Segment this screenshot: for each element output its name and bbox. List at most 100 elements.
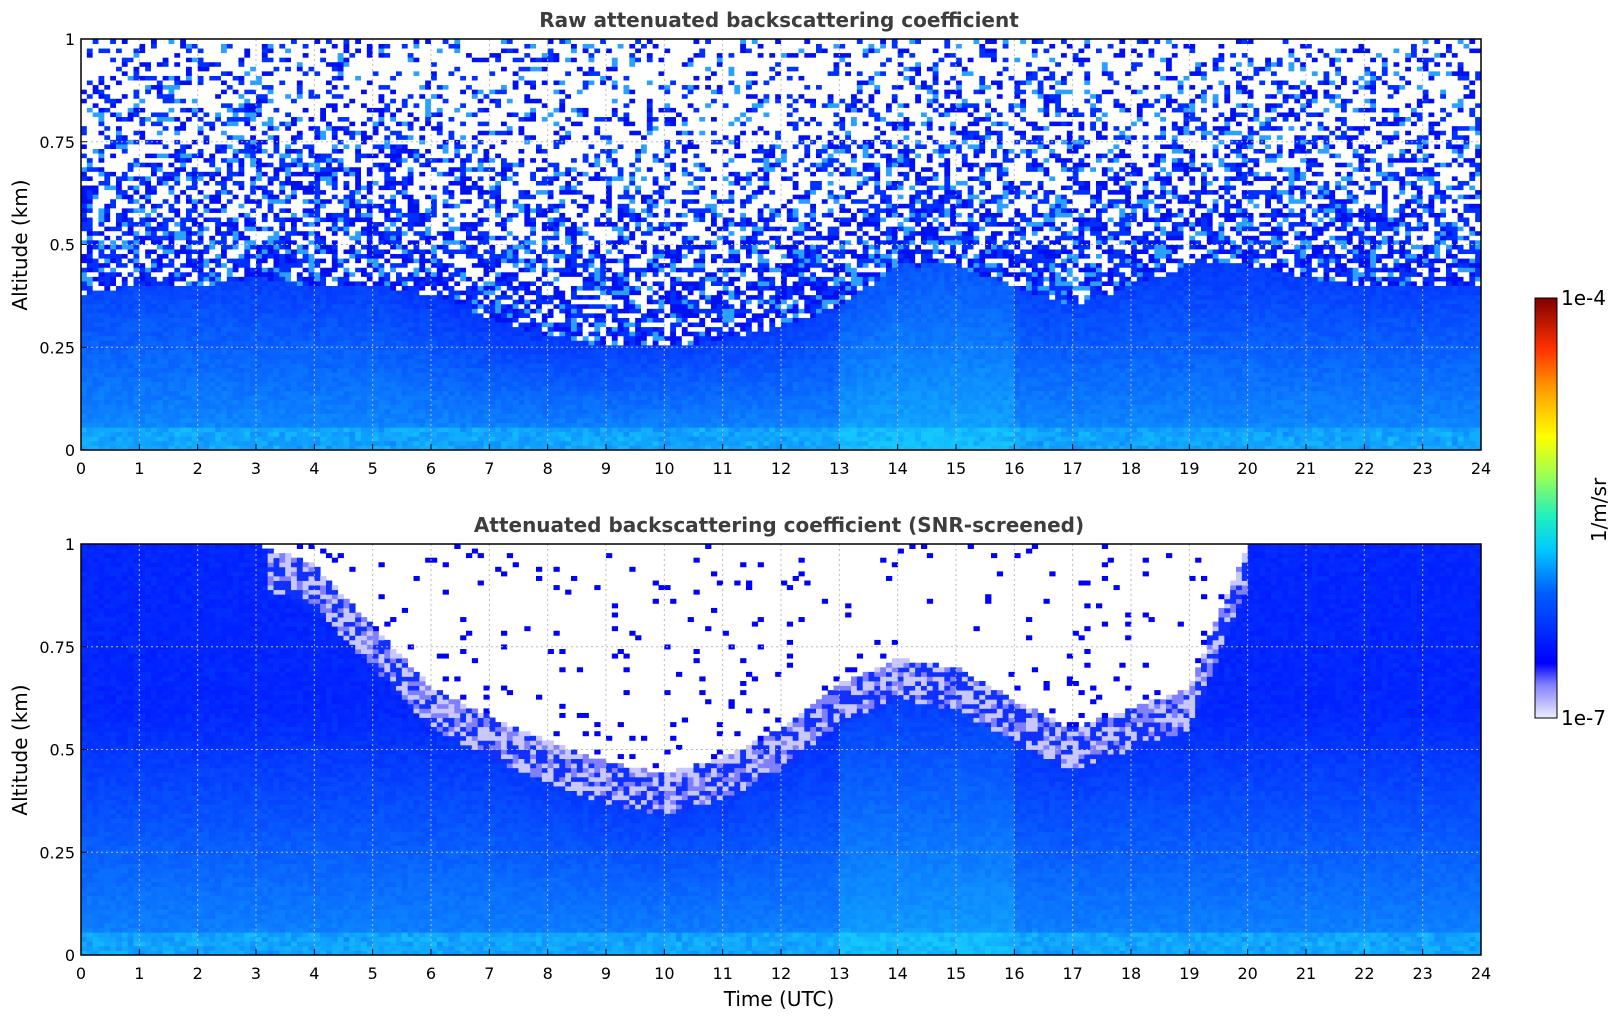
heatmap-cell xyxy=(174,217,180,222)
heatmap-cell xyxy=(198,226,204,231)
heatmap-cell xyxy=(297,299,303,304)
heatmap-cell xyxy=(227,190,233,195)
heatmap-cell xyxy=(279,363,285,368)
heatmap-cell xyxy=(320,350,326,355)
heatmap-cell xyxy=(338,340,344,345)
heatmap-cell xyxy=(128,130,134,135)
heatmap-cell xyxy=(128,318,134,323)
heatmap-cell xyxy=(192,130,198,135)
heatmap-cell xyxy=(93,331,99,336)
heatmap-cell xyxy=(204,199,210,204)
heatmap-cell xyxy=(332,290,338,295)
heatmap-cell xyxy=(180,313,186,318)
heatmap-cell xyxy=(250,167,256,172)
heatmap-cell xyxy=(198,281,204,286)
heatmap-cell xyxy=(279,53,285,58)
heatmap-cell xyxy=(110,135,116,140)
heatmap-cell xyxy=(110,368,116,373)
heatmap-cell xyxy=(256,436,262,441)
heatmap-cell xyxy=(268,281,274,286)
heatmap-cell xyxy=(268,222,274,227)
heatmap-cell xyxy=(93,436,99,441)
heatmap-cell xyxy=(338,336,344,341)
heatmap-cell xyxy=(87,235,93,240)
heatmap-cell xyxy=(221,359,227,364)
heatmap-cell xyxy=(268,117,274,122)
heatmap-cell xyxy=(81,89,87,94)
heatmap-cell xyxy=(87,354,93,359)
heatmap-cell xyxy=(151,418,157,423)
heatmap-cell xyxy=(163,121,169,126)
heatmap-cell xyxy=(285,281,291,286)
heatmap-cell xyxy=(215,354,221,359)
heatmap-cell xyxy=(297,153,303,158)
heatmap-cell xyxy=(233,423,239,428)
heatmap-cell xyxy=(268,135,274,140)
heatmap-cell xyxy=(262,322,268,327)
heatmap-cell xyxy=(151,409,157,414)
heatmap-cell xyxy=(279,295,285,300)
heatmap-cell xyxy=(250,85,256,90)
heatmap-cell xyxy=(81,258,87,263)
heatmap-cell xyxy=(215,413,221,418)
heatmap-cell xyxy=(104,322,110,327)
heatmap-cell xyxy=(285,57,291,62)
heatmap-cell xyxy=(221,167,227,172)
heatmap-cell xyxy=(163,249,169,254)
heatmap-cell xyxy=(332,404,338,409)
heatmap-cell xyxy=(268,290,274,295)
heatmap-cell xyxy=(157,359,163,364)
heatmap-cell xyxy=(198,190,204,195)
heatmap-cell xyxy=(215,185,221,190)
heatmap-cell xyxy=(104,62,110,67)
heatmap-cell xyxy=(326,286,332,291)
heatmap-cell xyxy=(128,409,134,414)
heatmap-cell xyxy=(145,377,151,382)
heatmap-cell xyxy=(274,190,280,195)
heatmap-cell xyxy=(297,350,303,355)
heatmap-cell xyxy=(279,48,285,53)
heatmap-cell xyxy=(93,359,99,364)
heatmap-cell xyxy=(303,194,309,199)
heatmap-cell xyxy=(204,308,210,313)
heatmap-cell xyxy=(326,112,332,117)
heatmap-cell xyxy=(279,308,285,313)
heatmap-cell xyxy=(204,176,210,181)
heatmap-cell xyxy=(163,130,169,135)
heatmap-cell xyxy=(227,409,233,414)
heatmap-cell xyxy=(163,176,169,181)
heatmap-cell xyxy=(250,121,256,126)
heatmap-cell xyxy=(221,418,227,423)
heatmap-cell xyxy=(134,436,140,441)
heatmap-cell xyxy=(239,263,245,268)
heatmap-cell xyxy=(326,423,332,428)
heatmap-cell xyxy=(110,199,116,204)
heatmap-cell xyxy=(262,318,268,323)
heatmap-cell xyxy=(157,135,163,140)
heatmap-cell xyxy=(145,117,151,122)
heatmap-cell xyxy=(174,71,180,76)
heatmap-cell xyxy=(303,153,309,158)
heatmap-cell xyxy=(192,44,198,49)
heatmap-cell xyxy=(297,213,303,218)
heatmap-cell xyxy=(116,409,122,414)
heatmap-cell xyxy=(128,308,134,313)
heatmap-cell xyxy=(239,322,245,327)
heatmap-cell xyxy=(81,318,87,323)
heatmap-cell xyxy=(116,263,122,268)
heatmap-cell xyxy=(332,377,338,382)
heatmap-cell xyxy=(291,85,297,90)
heatmap-cell xyxy=(332,327,338,332)
heatmap-cell xyxy=(279,386,285,391)
heatmap-cell xyxy=(233,382,239,387)
heatmap-cell xyxy=(221,235,227,240)
heatmap-cell xyxy=(198,313,204,318)
heatmap-cell xyxy=(303,245,309,250)
heatmap-cell xyxy=(110,153,116,158)
heatmap-cell xyxy=(139,263,145,268)
heatmap-cell xyxy=(128,171,134,176)
heatmap-cell xyxy=(256,176,262,181)
heatmap-cell xyxy=(221,48,227,53)
heatmap-cell xyxy=(116,318,122,323)
heatmap-cell xyxy=(110,372,116,377)
